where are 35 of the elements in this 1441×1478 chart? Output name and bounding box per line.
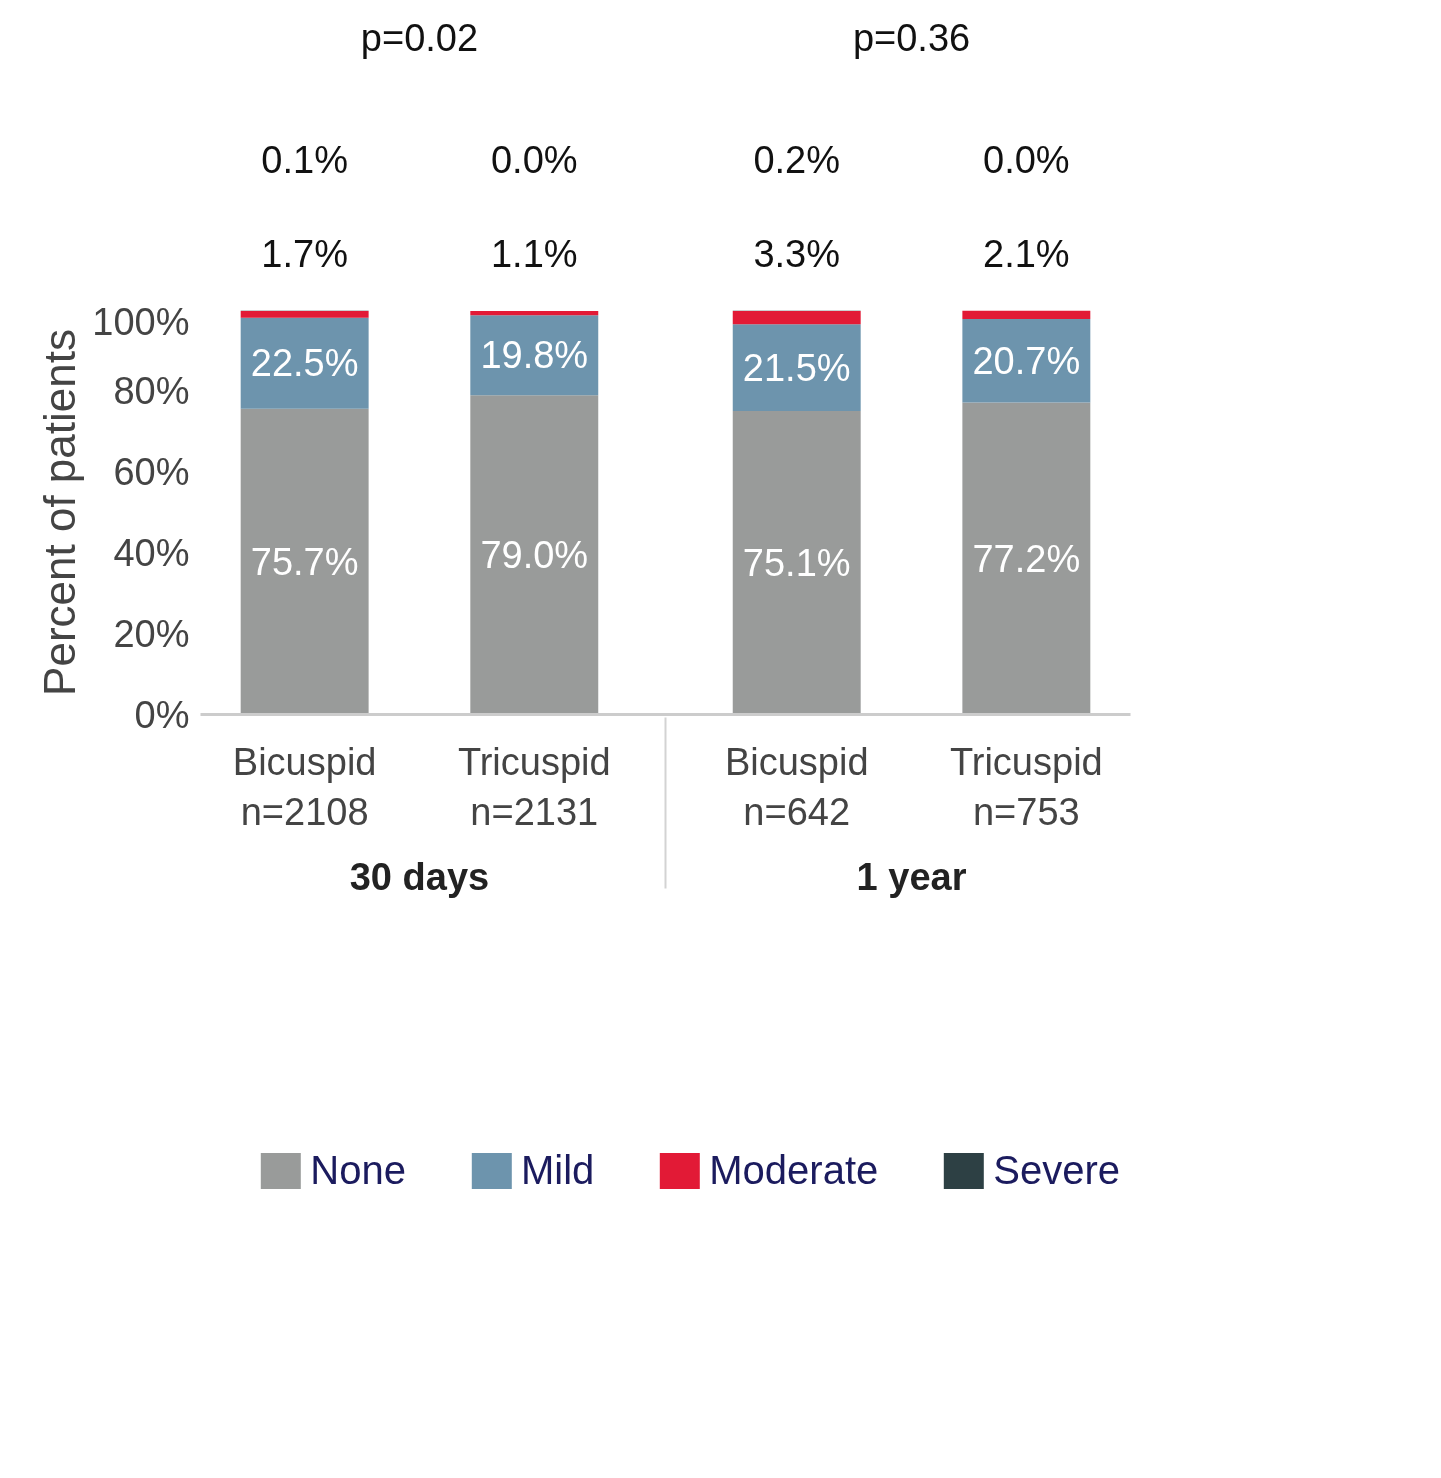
y-tick-label: 60% [113,451,190,494]
data-label: 0.0% [983,138,1070,181]
data-label: 0.1% [261,138,348,181]
y-tick-label: 100% [92,300,190,343]
data-label: 0.2% [753,138,841,181]
data-label: 1.7% [261,232,348,275]
data-label: 22.5% [250,342,359,385]
x-tick-label: Tricuspid n=2131 [457,740,611,833]
data-label: 75.1% [742,541,851,584]
data-label: 77.2% [972,537,1081,580]
text: 30 days [349,855,490,898]
y-tick-label: 0% [134,693,190,736]
legend-label: None [310,1147,406,1193]
x-tick-label: Tricuspid n=753 [949,740,1103,833]
legend-label: Severe [993,1147,1120,1193]
data-label: 3.3% [753,232,841,275]
legend-label: Mild [520,1147,595,1193]
x-tick-label: Bicuspid n=642 [724,740,869,833]
text: p=0.02 [360,17,479,59]
x-tick-label: Bicuspid n=2108 [232,740,377,833]
data-label: 0.0% [490,138,578,181]
text: 1 year [856,855,967,898]
data-label: 20.7% [972,339,1081,382]
data-label: 2.1% [983,232,1070,275]
y-tick-label: 40% [113,531,190,574]
data-label: 19.8% [480,334,589,377]
y-tick-label: 20% [113,612,190,655]
text: p=0.36 [852,17,971,59]
data-label: 75.7% [250,540,359,583]
data-label: 21.5% [742,346,851,389]
legend-label: Moderate [709,1147,879,1193]
y-tick-label: 80% [113,370,190,413]
y-axis-title: Percent of patients [35,329,85,696]
data-label: 1.1% [490,232,578,275]
data-label: 79.0% [480,533,589,576]
